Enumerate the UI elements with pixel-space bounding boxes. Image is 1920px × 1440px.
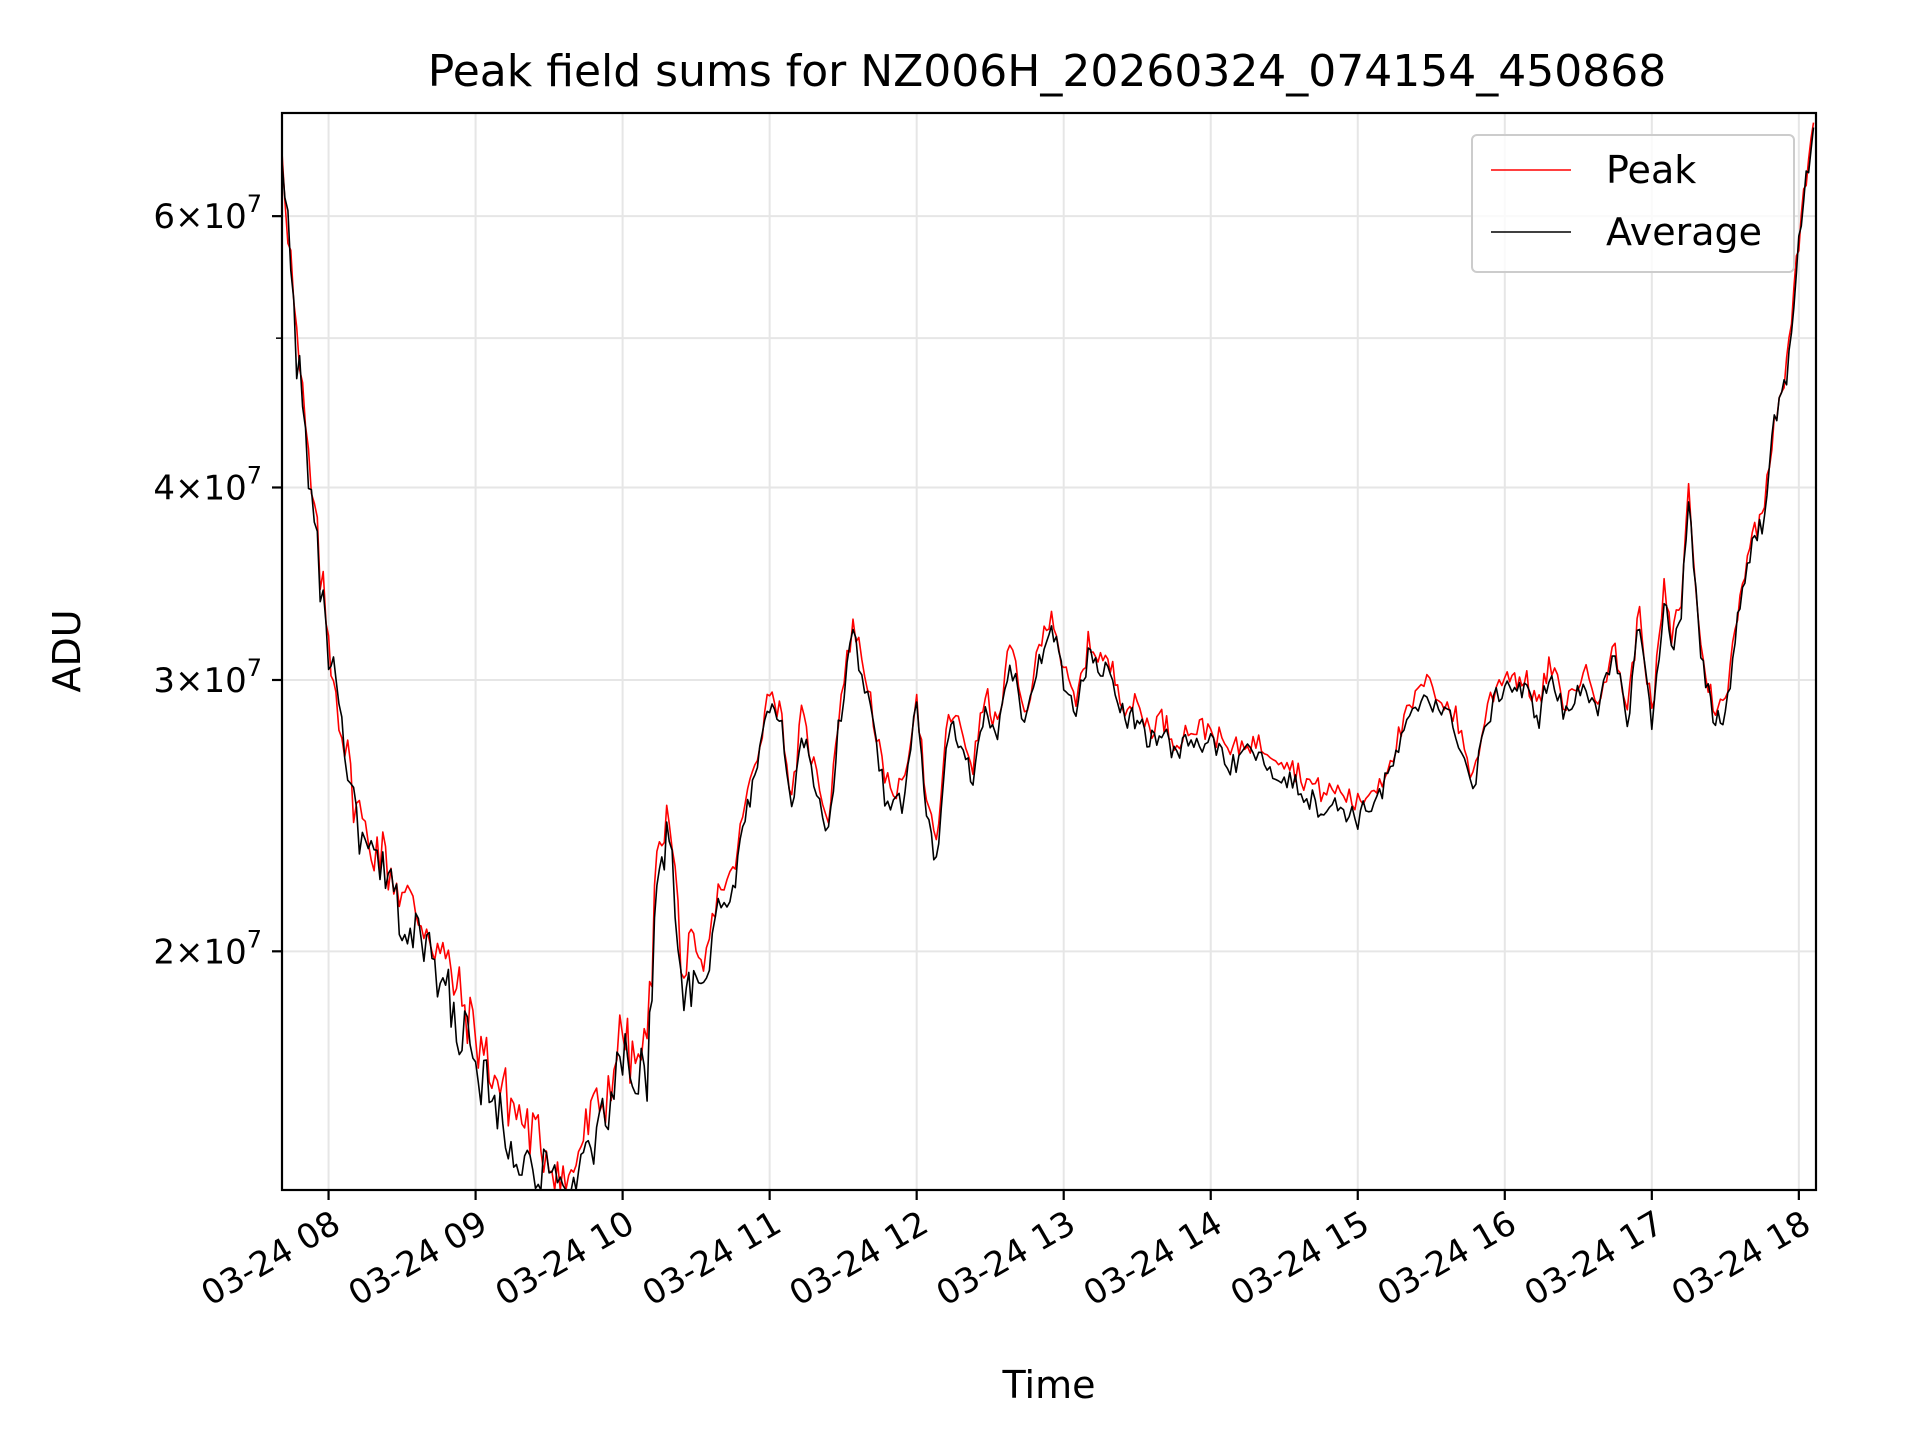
- series-line-average: [281, 127, 1815, 1191]
- chart-title: Peak field sums for NZ006H_20260324_0741…: [428, 46, 1666, 97]
- y-tick-label: 4×107: [153, 461, 262, 508]
- y-tick-label: 2×107: [153, 925, 262, 972]
- grid: [282, 113, 1816, 1190]
- y-tick-times-ten: ×10: [175, 661, 247, 701]
- y-tick-exponent: 7: [247, 654, 262, 682]
- y-tick-exponent: 7: [247, 190, 262, 218]
- y-tick-mantissa: 6: [153, 197, 175, 237]
- y-tick-mantissa: 3: [153, 661, 175, 701]
- y-tick-label: 3×107: [153, 654, 262, 701]
- y-tick-label: 6×107: [153, 190, 262, 237]
- series-layer: [281, 122, 1815, 1191]
- legend-label-average: Average: [1606, 210, 1762, 254]
- y-tick-mantissa: 2: [153, 932, 175, 972]
- x-axis-label: Time: [1002, 1363, 1096, 1407]
- y-tick-mantissa: 4: [153, 468, 175, 508]
- y-tick-exponent: 7: [247, 925, 262, 953]
- y-tick-exponent: 7: [247, 461, 262, 489]
- y-tick-times-ten: ×10: [175, 197, 247, 237]
- y-tick-times-ten: ×10: [175, 932, 247, 972]
- plot-frame: [280, 111, 1818, 1192]
- y-axis-label: ADU: [45, 609, 89, 692]
- legend-label-peak: Peak: [1606, 148, 1696, 192]
- y-tick-times-ten: ×10: [175, 468, 247, 508]
- legend: Peak Average: [1471, 134, 1795, 273]
